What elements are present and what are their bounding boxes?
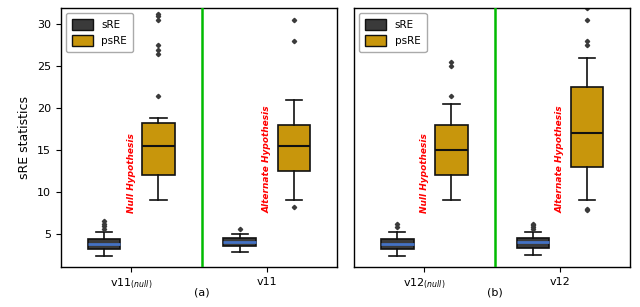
PathPatch shape	[435, 125, 468, 175]
PathPatch shape	[516, 238, 549, 248]
PathPatch shape	[142, 123, 175, 175]
Text: Alternate Hypothesis: Alternate Hypothesis	[262, 105, 271, 213]
Y-axis label: sRE statistics: sRE statistics	[19, 96, 31, 179]
Text: Null Hypothesis: Null Hypothesis	[420, 133, 429, 213]
Legend: sRE, psRE: sRE, psRE	[359, 13, 426, 52]
Text: Null Hypothesis: Null Hypothesis	[127, 133, 136, 213]
Text: (a): (a)	[194, 288, 209, 298]
PathPatch shape	[223, 238, 256, 246]
Text: (b): (b)	[487, 288, 503, 298]
Legend: sRE, psRE: sRE, psRE	[66, 13, 133, 52]
PathPatch shape	[381, 239, 413, 249]
PathPatch shape	[88, 239, 120, 249]
PathPatch shape	[278, 125, 310, 171]
Text: Alternate Hypothesis: Alternate Hypothesis	[556, 105, 564, 213]
PathPatch shape	[571, 87, 604, 167]
